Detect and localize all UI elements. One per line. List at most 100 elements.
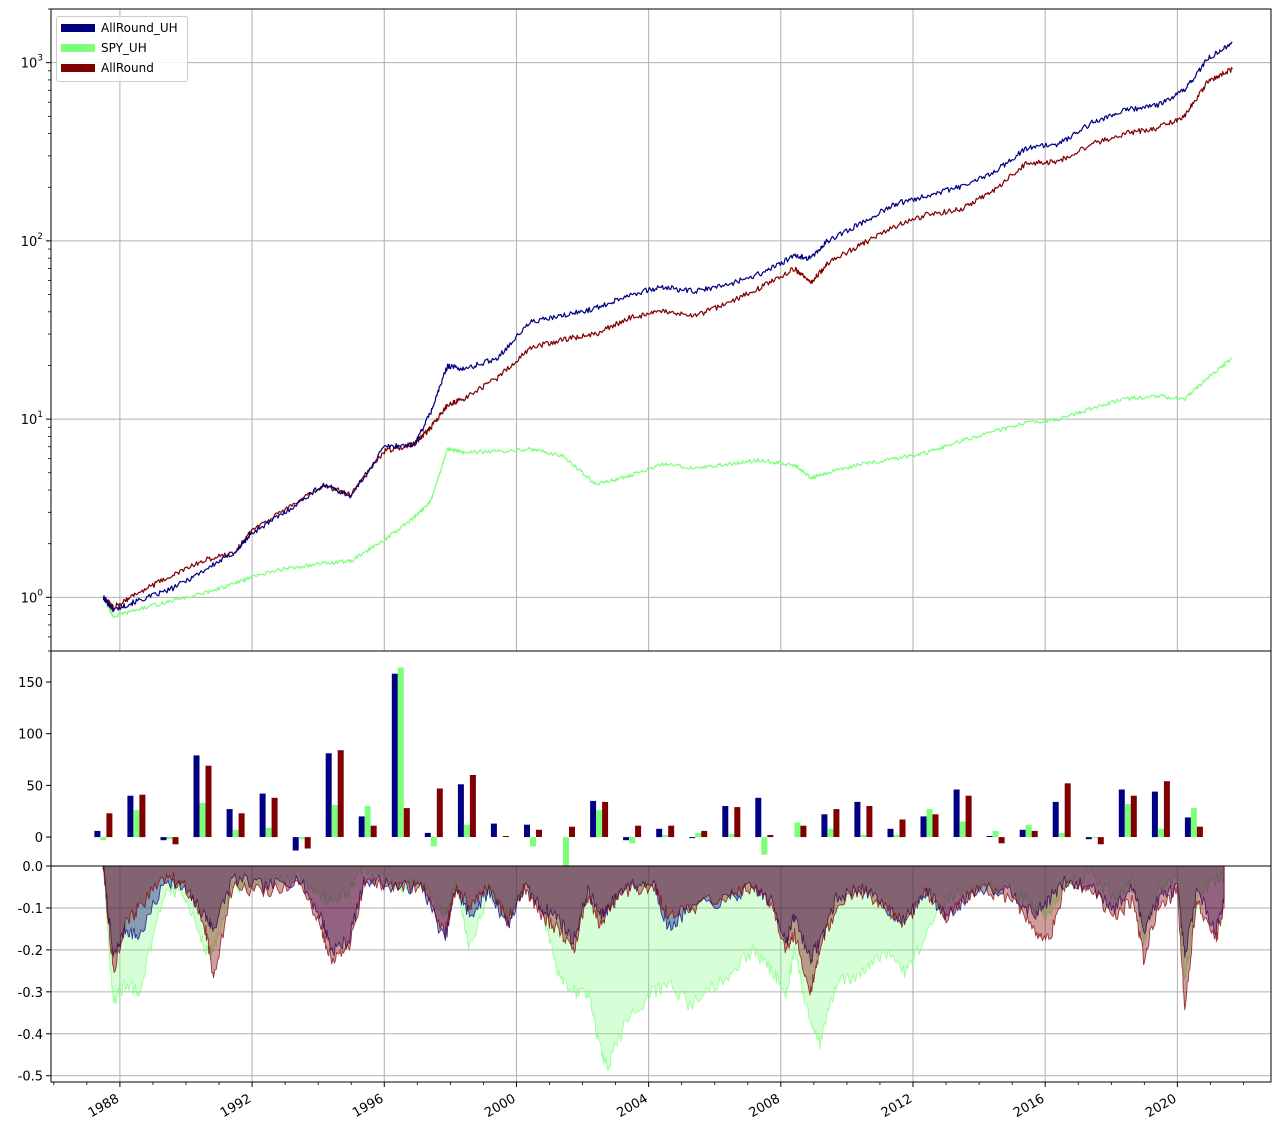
bar-allround (238, 813, 245, 838)
bar-allround-uh (457, 784, 464, 837)
bar-spy-uh (563, 837, 569, 870)
bar-spy-uh (1091, 837, 1098, 839)
y-tick-label: -0.5 (18, 1070, 43, 1085)
y-tick-label: 50 (26, 779, 43, 794)
bar-allround-uh (391, 673, 398, 837)
bar-allround-uh (94, 830, 101, 838)
x-tick-label: 2012 (879, 1091, 915, 1121)
bar-allround-uh (722, 806, 729, 837)
bar-allround (106, 813, 113, 838)
bar-spy-uh (298, 837, 305, 840)
plot-frame (50, 865, 1272, 1083)
bar-spy-uh (265, 827, 272, 838)
x-tick-label: 2016 (1011, 1091, 1047, 1121)
annual-returns-panel: 0 50 100 150 (18, 650, 1272, 870)
bar-spy-uh (893, 835, 900, 838)
bar-allround (1097, 837, 1104, 845)
legend-item-spy-uh: SPY_UH (61, 39, 147, 57)
bar-allround (767, 835, 774, 838)
bar-allround (536, 829, 542, 837)
x-tick-label: 1996 (350, 1091, 386, 1121)
bar-allround-uh (821, 814, 828, 837)
bar-allround-uh (1019, 829, 1026, 837)
bar-spy-uh (926, 809, 933, 837)
bar-spy-uh (199, 802, 206, 837)
drawdown-panel: 0.0 -0.1 -0.2 -0.3 -0.4 -0.5 (18, 860, 1272, 1085)
bar-spy-uh (794, 822, 801, 838)
series-line-allround (102, 67, 1233, 610)
bar-spy-uh (1058, 832, 1065, 837)
y-tick-label: 100 (18, 728, 43, 743)
bar-allround-uh (524, 824, 530, 838)
x-tick-label: 2004 (614, 1091, 650, 1121)
bar-allround (998, 837, 1005, 844)
bar-allround (602, 801, 609, 837)
bar-allround (965, 795, 972, 837)
bar-spy-uh (100, 837, 107, 841)
bar-allround (502, 836, 509, 837)
bar-allround-uh (887, 828, 894, 838)
bar-allround-uh (292, 837, 299, 851)
bar-allround (1064, 783, 1071, 838)
bar-allround-uh (755, 797, 762, 838)
legend-swatch-allround (61, 64, 95, 72)
bar-allround-uh (1085, 837, 1092, 840)
x-tick-label: 1988 (86, 1091, 122, 1121)
bar-allround (469, 775, 476, 837)
bar-allround (1196, 826, 1203, 837)
x-tick-label: 1992 (218, 1091, 254, 1121)
bar-allround-uh (1118, 789, 1125, 837)
bar-spy-uh (1157, 828, 1164, 838)
bar-spy-uh (662, 835, 669, 838)
drawdown-area-allround-uh (102, 865, 1225, 965)
legend-label: AllRound (101, 61, 154, 75)
bar-spy-uh (530, 837, 536, 847)
bar-allround-uh (689, 837, 696, 839)
bar-allround (403, 808, 410, 837)
bar-allround-uh (226, 809, 233, 837)
bar-allround (436, 788, 443, 838)
bar-allround-uh (127, 795, 134, 837)
bar-allround (370, 825, 377, 838)
legend-item-allround-uh: AllRound_UH (61, 19, 178, 37)
series-line-allround-uh (102, 41, 1233, 613)
bar-spy-uh (463, 824, 470, 838)
bar-allround (139, 794, 146, 838)
y-tick-label: 101 (21, 410, 43, 428)
plot-background (51, 866, 1271, 1082)
y-tick-label-exponent: 3 (37, 54, 43, 64)
bar-spy-uh (166, 837, 173, 840)
y-tick-label: 150 (18, 676, 43, 691)
legend: AllRound_UH SPY_UH AllRound (56, 16, 188, 82)
bar-allround-uh (1184, 817, 1191, 837)
bar-spy-uh (397, 667, 404, 837)
series-line-spy-uh (102, 357, 1233, 619)
y-tick-label: -0.1 (18, 902, 43, 917)
drawdown-area-spy-uh (102, 865, 1225, 1071)
bar-spy-uh (992, 830, 999, 838)
bar-allround (833, 809, 840, 837)
bar-allround (337, 750, 344, 837)
bar-allround (866, 806, 873, 837)
y-tick-label: 0 (35, 831, 43, 846)
y-tick-label: 102 (21, 232, 43, 250)
drawdown-area-allround (102, 865, 1225, 1011)
bar-spy-uh (430, 837, 437, 847)
bar-allround-uh (953, 789, 960, 837)
bar-spy-uh (695, 832, 702, 837)
bar-spy-uh (1124, 804, 1131, 838)
bar-allround (304, 837, 311, 849)
bar-allround-uh (358, 816, 365, 838)
bar-allround-uh (1151, 791, 1158, 838)
bar-allround-uh (986, 836, 993, 837)
bar-allround-uh (325, 753, 332, 837)
bar-spy-uh (728, 834, 735, 838)
bar-allround (701, 830, 708, 838)
bar-allround (635, 825, 642, 838)
y-tick-label-exponent: 1 (37, 410, 43, 420)
bar-allround-uh (424, 832, 431, 837)
bar-allround-uh (854, 801, 861, 837)
bar-spy-uh (761, 837, 768, 855)
bar-spy-uh (1025, 824, 1032, 838)
